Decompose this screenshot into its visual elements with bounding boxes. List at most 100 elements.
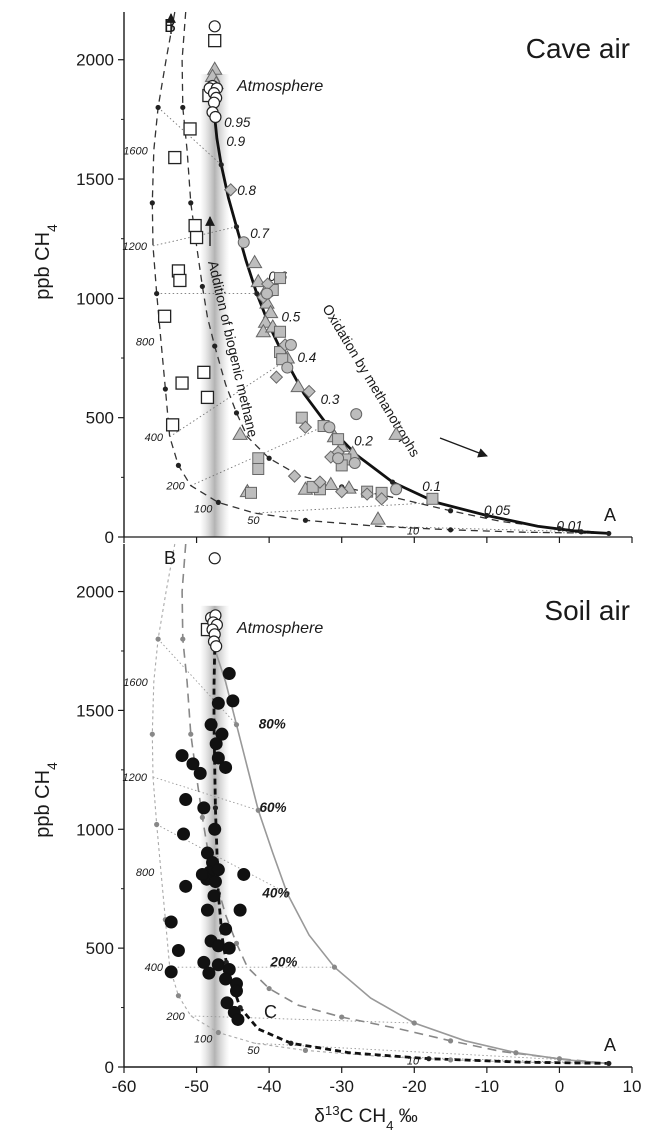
fraction-label: 0.2 (354, 434, 373, 449)
endmember-b: B (164, 548, 176, 568)
mixing-connector (169, 360, 287, 438)
curve-node (212, 805, 219, 811)
marker-black-circle (215, 727, 229, 741)
curve-node (233, 224, 240, 230)
ppb-label: 10 (407, 1055, 420, 1067)
ppb-label: 400 (145, 432, 164, 444)
marker-open-square (157, 309, 172, 323)
ppb-label: 1600 (123, 677, 148, 689)
x-tick-label: 0 (555, 1077, 564, 1096)
marker-open-square (189, 230, 204, 245)
marker-gray-circle (350, 408, 363, 421)
marker-black-circle (197, 801, 211, 815)
marker-gray-diamond (269, 370, 284, 384)
mixing-curve-outer (151, 543, 609, 1064)
marker-gray-triangle (370, 511, 386, 525)
arrow-oxidation (439, 437, 488, 458)
marker-black-circle (211, 939, 225, 953)
curve-node (155, 636, 161, 642)
marker-gray-triangle (388, 426, 405, 440)
marker-black-circle (186, 757, 200, 771)
y-axis-label-soil: ppb CH4 (32, 762, 60, 838)
curve-node (154, 290, 160, 297)
marker-open-square (208, 33, 222, 48)
marker-open-circle (209, 110, 222, 124)
marker-gray-square (252, 452, 265, 465)
marker-black-circle (202, 966, 216, 980)
curve-node (255, 807, 261, 813)
curve-node (199, 283, 205, 290)
curve-node (162, 386, 168, 392)
marker-gray-square (252, 462, 265, 475)
marker-gray-triangle (246, 254, 263, 269)
y-tick-label: 1500 (76, 701, 114, 720)
endmember-a: A (604, 1035, 616, 1055)
curve-node (154, 821, 160, 828)
fraction-label: 0.4 (297, 350, 316, 365)
marker-gray-circle (348, 457, 361, 470)
marker-open-circle (208, 20, 221, 33)
marker-open-square (197, 365, 211, 379)
curve-node (426, 1056, 432, 1062)
curve-node (447, 1057, 454, 1063)
marker-black-circle (179, 879, 193, 893)
y-axis-label-cave: ppb CH4 (32, 224, 60, 300)
curve-node (254, 290, 260, 297)
curve-node (389, 479, 396, 485)
atmosphere-label: Atmosphere (236, 620, 323, 637)
marker-black-circle (195, 867, 209, 881)
fraction-label: 0.01 (557, 518, 583, 533)
marker-gray-circle (281, 361, 294, 374)
curve-node (266, 455, 272, 461)
fraction-label: 0.8 (237, 183, 256, 198)
fraction-label: 0.05 (484, 503, 511, 518)
curve-node (447, 508, 454, 514)
panel-title: Cave air (526, 33, 630, 64)
x-tick-label: -20 (402, 1077, 427, 1096)
marker-black-circle (197, 955, 211, 969)
mixing-connector (377, 525, 582, 533)
marker-black-circle (177, 827, 191, 841)
endmember-b: B (164, 16, 176, 36)
marker-gray-circle (237, 236, 250, 249)
y-tick-label: 0 (105, 1058, 114, 1077)
curve-node (331, 964, 338, 970)
curve-node (215, 499, 221, 505)
y-tick-label: 1000 (76, 820, 114, 839)
marker-black-circle (219, 760, 233, 774)
marker-black-circle (208, 822, 222, 836)
percent-label: 40% (261, 885, 289, 900)
y-tick-label: 0 (105, 528, 114, 547)
curve-node (339, 1014, 345, 1020)
marker-black-circle (229, 984, 243, 998)
marker-gray-circle (323, 421, 336, 434)
mixing-curve-outer (151, 11, 609, 535)
cave-air-panel: 0 500 1000 1500 2000 Cave air Atmosphere 1600 12… (76, 11, 633, 547)
curve-node (556, 526, 563, 532)
y-tick-label: 2000 (76, 51, 114, 70)
x-tick-label: -10 (475, 1077, 500, 1096)
x-tick-label: -30 (329, 1077, 354, 1096)
curve-node (266, 985, 272, 992)
marker-black-circle (219, 922, 233, 936)
marker-gray-circle (284, 338, 297, 351)
ppb-label: 100 (194, 1033, 213, 1045)
fraction-label: 0.7 (250, 226, 269, 241)
marker-black-circle (220, 996, 234, 1010)
marker-open-square (200, 390, 215, 405)
marker-black-circle (207, 889, 221, 903)
y-tick-label: 1500 (76, 170, 114, 189)
marker-black-circle (219, 972, 233, 986)
marker-gray-circle (260, 287, 273, 300)
curve-node (218, 162, 224, 168)
y-tick-label: 2000 (76, 583, 114, 602)
curve-node (284, 890, 290, 897)
ppb-label: 1600 (123, 145, 148, 157)
marker-open-circle (208, 552, 221, 565)
curve-node (484, 512, 490, 519)
marker-open-square (183, 122, 197, 136)
curve-node (199, 814, 205, 820)
marker-black-circle (222, 941, 236, 955)
curve-node (302, 1047, 309, 1053)
marker-gray-diamond (313, 475, 327, 489)
